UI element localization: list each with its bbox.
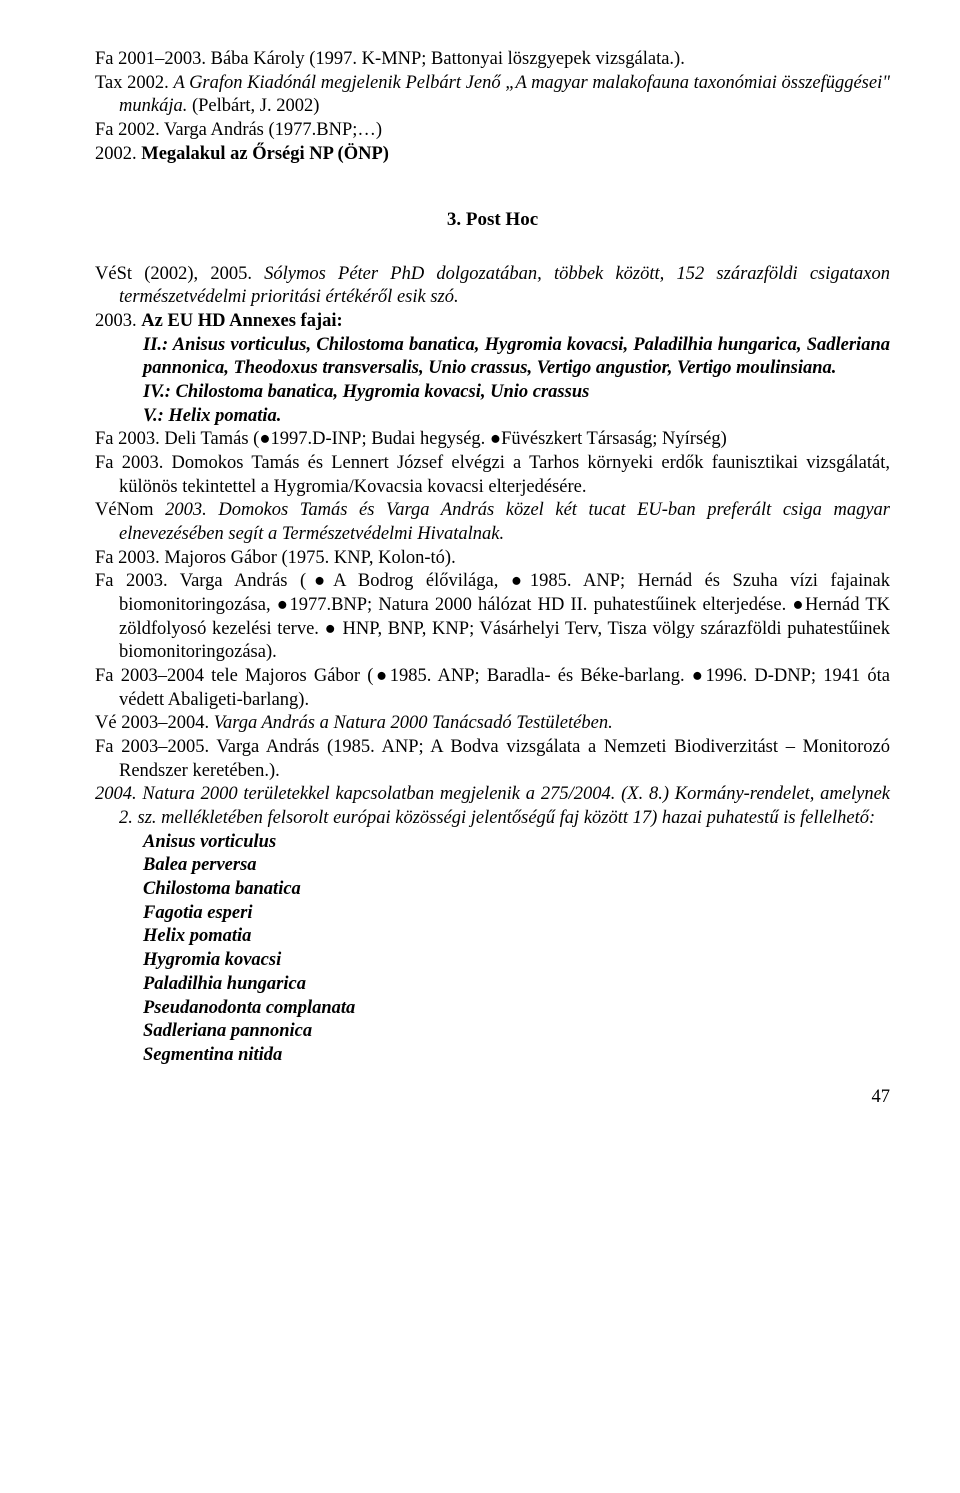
entry-italic-text: Domokos Tamás és Varga András közel két … <box>119 500 890 544</box>
annex-ii: II.: Anisus vorticulus, Chilostoma banat… <box>95 334 890 381</box>
entry-2003-annexes: 2003. Az EU HD Annexes fajai: <box>95 310 890 334</box>
annex-iv: IV.: Chilostoma banatica, Hygromia kovac… <box>95 381 890 405</box>
entry-year: 2002. <box>95 144 141 164</box>
species-anisus: Anisus vorticulus <box>95 831 890 855</box>
annex-rest: , Unio crassus <box>481 382 589 402</box>
entry-year-it: 2003. <box>165 500 207 520</box>
entry-prefix: VéNom <box>95 500 165 520</box>
entry-fa-2003-majoros: Fa 2003. Majoros Gábor (1975. KNP, Kolon… <box>95 547 890 571</box>
species-paladilhia: Paladilhia hungarica <box>95 973 890 997</box>
entry-fa-2001-2003: Fa 2001–2003. Bába Károly (1997. K-MNP; … <box>95 48 890 72</box>
page-number: 47 <box>95 1086 890 1110</box>
entry-ve-2003-2004: Vé 2003–2004. Varga András a Natura 2000… <box>95 712 890 736</box>
entry-bold-text: Megalakul az Őrségi NP (ÖNP) <box>141 144 389 164</box>
species-helix: Helix pomatia <box>95 925 890 949</box>
entry-2004-natura: 2004. Natura 2000 területekkel kapcsolat… <box>95 783 890 830</box>
entry-fa-2002: Fa 2002. Varga András (1977.BNP;…) <box>95 119 890 143</box>
entry-fa-2003-deli: Fa 2003. Deli Tamás (●1997.D-INP; Budai … <box>95 428 890 452</box>
entry-year: 2003. <box>95 311 141 331</box>
entry-tax-2002: Tax 2002. A Grafon Kiadónál megjelenik P… <box>95 72 890 119</box>
entry-fa-2003-2005: Fa 2003–2005. Varga András (1985. ANP; A… <box>95 736 890 783</box>
annex-prefix: IV.: <box>143 382 176 402</box>
entry-prefix: Tax 2002. <box>95 73 173 93</box>
annex-bold-species: Chilostoma banatica, Hygromia kovacsi <box>176 382 481 402</box>
annex-v: V.: Helix pomatia. <box>95 405 890 429</box>
entry-fa-2003-2004-majoros: Fa 2003–2004 tele Majoros Gábor (●1985. … <box>95 665 890 712</box>
entry-suffix: (Pelbárt, J. 2002) <box>187 96 319 116</box>
entry-venom-2003: VéNom 2003. Domokos Tamás és Varga Andrá… <box>95 499 890 546</box>
entry-italic-text: Varga András a Natura 2000 Tanácsadó Tes… <box>214 713 613 733</box>
species-chilostoma: Chilostoma banatica <box>95 878 890 902</box>
species-fagotia: Fagotia esperi <box>95 902 890 926</box>
entry-2002-onp: 2002. Megalakul az Őrségi NP (ÖNP) <box>95 143 890 167</box>
species-segmentina: Segmentina nitida <box>95 1044 890 1068</box>
entry-fa-2003-varga: Fa 2003. Varga András (●A Bodrog élővilá… <box>95 570 890 665</box>
entry-vest-2002: VéSt (2002), 2005. Sólymos Péter PhD dol… <box>95 263 890 310</box>
species-pseudanodonta: Pseudanodonta complanata <box>95 997 890 1021</box>
section-heading-post-hoc: 3. Post Hoc <box>95 208 890 232</box>
species-sadleriana: Sadleriana pannonica <box>95 1020 890 1044</box>
entry-bold-text: Az EU HD Annexes fajai: <box>141 311 342 331</box>
entry-fa-2003-domokos: Fa 2003. Domokos Tamás és Lennert József… <box>95 452 890 499</box>
entry-prefix: Vé 2003–2004. <box>95 713 214 733</box>
entry-prefix: VéSt (2002), 2005. <box>95 264 264 284</box>
species-balea: Balea perversa <box>95 854 890 878</box>
species-hygromia: Hygromia kovacsi <box>95 949 890 973</box>
